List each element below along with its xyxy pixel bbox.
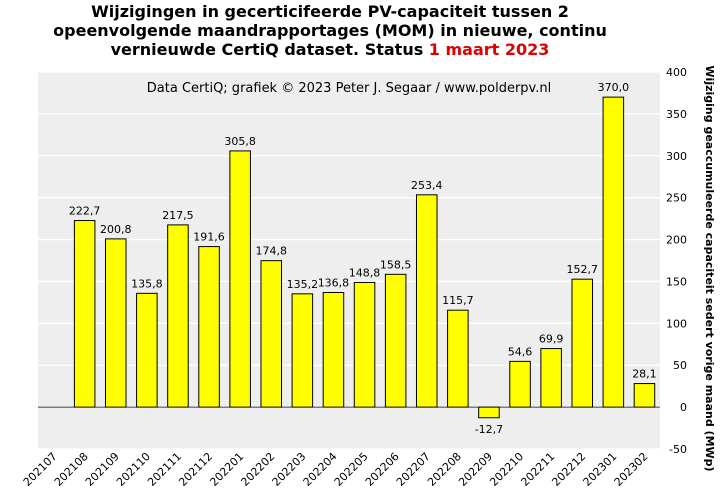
plot-area <box>38 72 660 449</box>
data-label: 305,8 <box>224 135 256 148</box>
bar <box>136 292 158 408</box>
bar <box>353 281 376 408</box>
bar <box>384 273 407 408</box>
data-label: 136,8 <box>318 277 350 290</box>
bar <box>571 278 594 408</box>
bar <box>322 292 345 408</box>
bar <box>447 309 469 408</box>
bar <box>229 150 251 408</box>
data-label: 200,8 <box>100 223 132 236</box>
x-tick-label: 202206 <box>363 450 402 489</box>
y-tick-label: 250 <box>666 192 687 205</box>
x-tick-label: 202111 <box>145 450 184 489</box>
data-label: 152,7 <box>567 263 599 276</box>
x-tick-label: 202302 <box>612 450 651 489</box>
data-label: 191,6 <box>193 231 225 244</box>
data-label: 158,5 <box>380 258 412 271</box>
y-tick-label: 200 <box>666 234 687 247</box>
x-tick-label: 202109 <box>83 450 122 489</box>
x-tick-label: 202207 <box>394 450 433 489</box>
x-axis-ticks: 2021072021082021092021102021112021122022… <box>21 450 651 489</box>
bars <box>73 96 656 419</box>
bar <box>167 224 189 408</box>
status-date: 1 maart 2023 <box>428 40 550 59</box>
x-tick-label: 202202 <box>238 450 277 489</box>
bar <box>415 194 438 408</box>
y-tick-label: 300 <box>666 150 687 163</box>
bar <box>540 348 562 408</box>
data-label: 54,6 <box>508 345 533 358</box>
y-tick-label: 50 <box>673 359 687 372</box>
x-tick-label: 202212 <box>549 450 588 489</box>
y-tick-label: -50 <box>669 443 687 456</box>
data-label: 222,7 <box>69 205 101 218</box>
title-line-3-prefix: vernieuwde CertiQ dataset. Status <box>110 40 429 59</box>
y-tick-label: 100 <box>666 317 687 330</box>
bar <box>260 260 283 408</box>
data-label: 217,5 <box>162 209 194 222</box>
data-label: 115,7 <box>442 294 474 307</box>
data-label: 174,8 <box>256 245 288 258</box>
data-label: 253,4 <box>411 179 443 192</box>
x-tick-label: 202201 <box>207 450 246 489</box>
y-tick-label: 150 <box>666 275 687 288</box>
bar <box>633 383 656 408</box>
y-axis-label: Wijziging geaccumuleerde capaciteit sede… <box>703 65 716 471</box>
title-line-2: opeenvolgende maandrapportages (MOM) in … <box>53 21 607 40</box>
bar <box>509 360 531 408</box>
bar <box>104 238 127 408</box>
bar <box>602 96 625 408</box>
data-label: 370,0 <box>598 81 630 94</box>
x-tick-label: 202211 <box>518 450 557 489</box>
y-tick-label: 400 <box>666 66 687 79</box>
title-line-3: vernieuwde CertiQ dataset. Status 1 maar… <box>0 40 660 59</box>
data-label: 135,8 <box>131 277 163 290</box>
x-tick-label: 202108 <box>52 450 91 489</box>
bar <box>478 406 500 419</box>
bar <box>291 293 314 408</box>
y-axis-ticks: -50 0 50 100 150 200 250 300 350 400 <box>666 66 687 456</box>
data-label: 148,8 <box>349 266 381 279</box>
y-tick-label: 350 <box>666 108 687 121</box>
title-line-1: Wijzigingen in gecerticifeerde PV-capaci… <box>91 2 569 21</box>
data-labels: 222,7 200,8 135,8 217,5 191,6 305,8 174,8 135,2… <box>69 81 657 436</box>
data-label: 28,1 <box>632 368 657 381</box>
x-tick-label: 202204 <box>301 450 340 489</box>
bar <box>198 246 220 408</box>
data-credit: Data CertiQ; grafiek © 2023 Peter J. Seg… <box>147 81 551 96</box>
chart-title: Wijzigingen in gecerticifeerde PV-capaci… <box>0 2 660 59</box>
data-label: -12,7 <box>475 423 503 436</box>
bar <box>73 220 96 408</box>
y-tick-label: 0 <box>680 401 687 414</box>
x-tick-label: 202209 <box>456 450 495 489</box>
data-label: 135,2 <box>287 278 319 291</box>
data-label: 69,9 <box>539 333 564 346</box>
